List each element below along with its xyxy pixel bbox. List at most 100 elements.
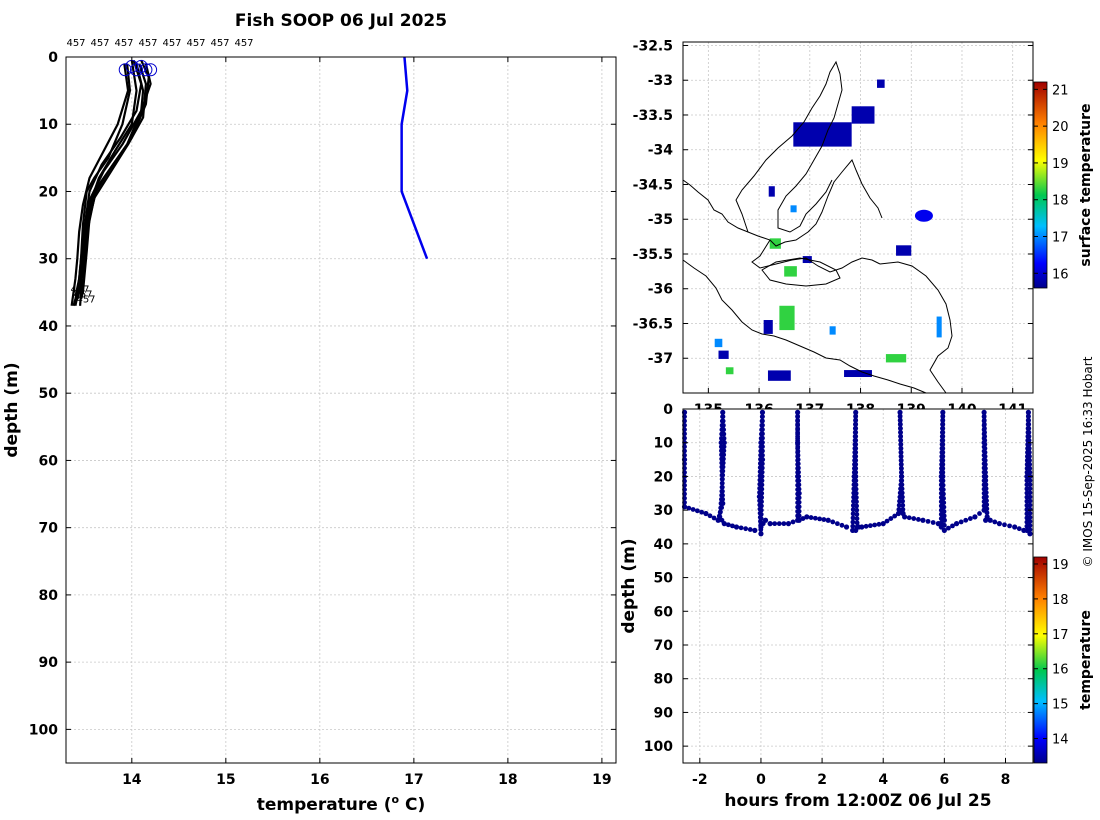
map-colorbar: 16 17 18 19 20 21 surface temperature [1033,81,1094,289]
section-point [721,431,727,437]
sst-patch [793,122,852,147]
section-point [925,518,931,524]
sst-patch [725,367,734,375]
sst-patch [877,79,885,88]
section-point [983,473,989,480]
section-point [707,513,713,519]
section-point [795,414,801,420]
y-tick-label: 10 [39,117,59,133]
section-x-label: hours from 12:00Z 06 Jul 25 [724,791,991,811]
section-point [940,421,946,427]
section-point [1027,470,1033,475]
section-colorbar-bar [1033,556,1048,764]
section-point [1027,498,1033,504]
sst-patch [768,186,775,197]
series-profile-7 [74,60,143,303]
section-point [758,511,764,517]
section-point [898,433,904,439]
colorbar-tick-label: 18 [1052,593,1069,608]
section-point [898,425,903,431]
section-point [721,456,726,462]
section-point [1027,519,1033,524]
section-point [983,490,989,496]
section-point [982,433,988,439]
colorbar-tick-label: 19 [1052,157,1069,172]
section-point [796,513,802,519]
section-point [1016,526,1022,532]
x-tick-label: 17 [404,772,423,788]
section-point [720,472,726,478]
section-point [911,516,917,521]
section-point [940,417,946,423]
sst-patch [763,320,773,334]
section-point [853,527,859,533]
section-point [795,448,801,454]
colorbar-tick-label: 21 [1052,83,1069,98]
section-point [795,457,801,462]
section-point [762,517,769,523]
section-point [719,488,725,494]
section-point [902,514,908,520]
x-tick-label: 0 [756,772,766,788]
section-point [941,509,947,514]
section-point [884,518,890,524]
section-point [1026,437,1032,443]
section-point [853,482,859,488]
section-point [720,422,726,428]
section-point [738,525,744,531]
section-point [808,515,814,520]
section-point [941,513,947,519]
section-point [897,421,903,427]
section-point [853,421,859,427]
lat-tick-label: -36.5 [633,316,673,332]
section-point [730,523,735,529]
y-tick-label: 20 [39,184,59,200]
lat-tick-label: -32.5 [633,38,673,54]
section-point [759,503,764,509]
section-point [719,484,725,490]
section-point [982,458,988,463]
section-point [967,516,973,521]
section-point [983,466,988,471]
lat-tick-label: -34 [648,143,674,159]
section-point [984,502,990,508]
y-tick-label: 0 [48,50,58,66]
section-point [888,516,894,521]
section-point [725,522,731,528]
section-axes-box [682,408,1034,764]
section-point [992,519,998,525]
profile-id-label: 457 [138,38,157,49]
section-point [759,499,764,505]
section-point [982,446,988,451]
colorbar-tick-label: 14 [1052,733,1069,748]
section-point [898,446,904,451]
section-point [854,499,859,505]
section-point [972,514,978,520]
section-point [983,478,989,483]
coastline-west [682,259,927,394]
section-point [1027,482,1033,488]
section-point [983,494,989,500]
section-point [941,495,946,501]
profile-end-label: 457 [76,294,95,305]
section-point [758,531,764,537]
section-point [981,409,987,415]
section-point [981,417,987,423]
coastline-south-east [879,261,953,394]
section-point [760,444,765,450]
section-point [1027,454,1032,459]
section-point [898,507,905,513]
section-point [719,492,725,498]
section-point [854,520,860,526]
section-point [1026,433,1032,439]
section-point [940,446,946,451]
section-point [1027,527,1033,533]
section-point [940,470,946,475]
sst-patch [779,305,795,331]
series-surface-profile [400,56,429,260]
profile-plot: Fish SOOP 06 Jul 2025 457 457 457 457 457 457… [2,11,617,815]
map-colorbar-bar [1033,81,1048,289]
section-point [898,437,904,443]
section-point [940,478,946,484]
section-point [760,427,765,432]
